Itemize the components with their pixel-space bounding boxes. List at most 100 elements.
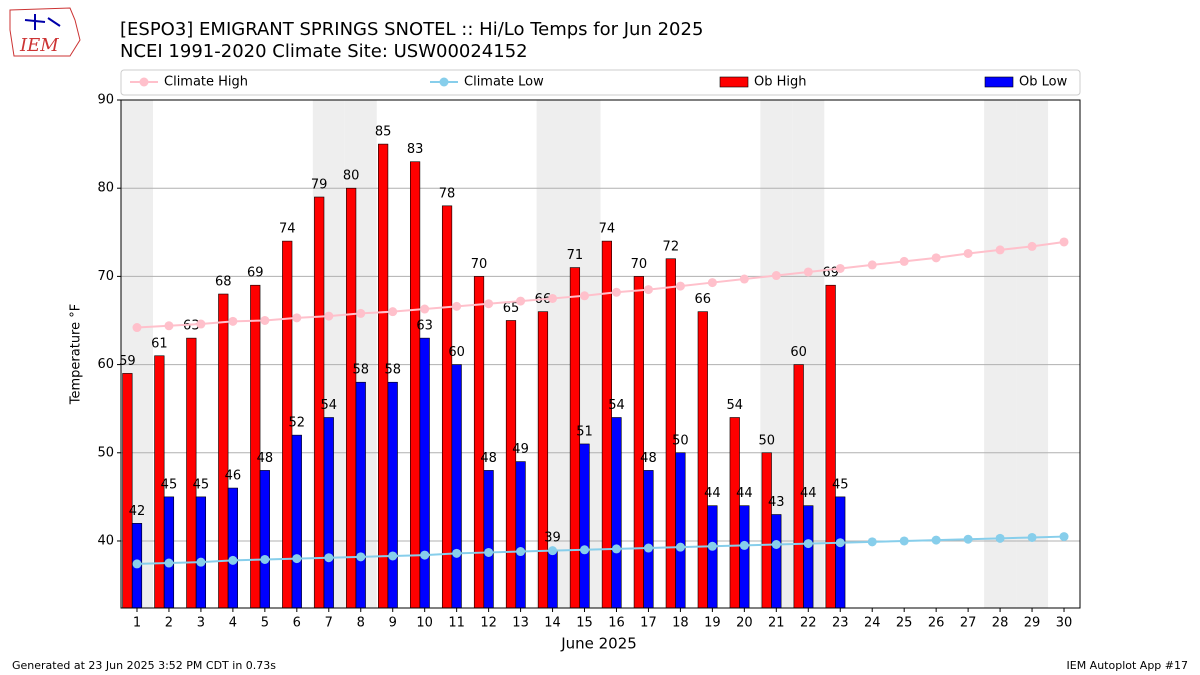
bar xyxy=(515,461,526,609)
bar xyxy=(227,487,238,609)
x-tick-label: 25 xyxy=(896,616,913,631)
x-tick-label: 17 xyxy=(640,616,657,631)
line-marker xyxy=(803,539,813,549)
bar xyxy=(291,434,302,609)
line-marker xyxy=(260,315,270,325)
footer-left: Generated at 23 Jun 2025 3:52 PM CDT in … xyxy=(12,659,276,672)
y-tick-label: 80 xyxy=(97,181,114,196)
value-label: 42 xyxy=(129,504,146,519)
y-tick-label: 90 xyxy=(97,93,114,108)
y-tick-label: 40 xyxy=(97,533,114,548)
line-marker xyxy=(707,541,717,551)
line-marker xyxy=(580,291,590,301)
bar xyxy=(579,443,590,609)
line-marker xyxy=(388,551,398,561)
value-label: 54 xyxy=(726,398,743,413)
line-marker xyxy=(260,554,270,564)
line-marker xyxy=(867,260,877,270)
line-marker xyxy=(643,543,653,553)
line-marker xyxy=(164,321,174,331)
legend-swatch xyxy=(139,77,149,87)
value-label: 61 xyxy=(151,336,168,351)
legend-label: Climate High xyxy=(164,75,248,90)
bar xyxy=(419,337,430,609)
line-marker xyxy=(995,533,1005,543)
line-marker xyxy=(228,555,238,565)
value-label: 60 xyxy=(448,345,465,360)
value-label: 74 xyxy=(279,222,296,237)
x-tick-label: 26 xyxy=(928,616,945,631)
bar xyxy=(643,470,654,609)
y-tick-label: 60 xyxy=(97,357,114,372)
x-tick-label: 7 xyxy=(325,616,333,631)
line-marker xyxy=(516,296,526,306)
line-marker xyxy=(452,301,462,311)
line-marker xyxy=(324,553,334,563)
value-label: 49 xyxy=(512,442,529,457)
value-label: 39 xyxy=(544,530,561,545)
x-tick-label: 13 xyxy=(512,616,529,631)
x-tick-label: 19 xyxy=(704,616,721,631)
x-tick-label: 4 xyxy=(229,616,237,631)
line-marker xyxy=(899,256,909,266)
value-label: 83 xyxy=(407,142,424,157)
x-tick-label: 2 xyxy=(165,616,173,631)
value-label: 70 xyxy=(471,257,488,272)
value-label: 54 xyxy=(321,398,338,413)
line-marker xyxy=(675,542,685,552)
line-marker xyxy=(1027,532,1037,542)
bar xyxy=(547,549,558,609)
line-marker xyxy=(1027,241,1037,251)
bar xyxy=(323,417,334,609)
line-marker xyxy=(771,540,781,549)
x-tick-label: 20 xyxy=(736,616,753,631)
value-label: 58 xyxy=(352,363,369,378)
legend-label: Ob Low xyxy=(1019,75,1068,90)
value-label: 48 xyxy=(480,451,497,466)
value-label: 72 xyxy=(663,239,680,254)
value-label: 58 xyxy=(384,363,401,378)
chart-subtitle: NCEI 1991-2020 Climate Site: USW00024152 xyxy=(120,41,528,62)
bar xyxy=(611,417,622,609)
legend-swatch xyxy=(719,76,749,88)
value-label: 44 xyxy=(704,486,721,501)
bar xyxy=(537,311,549,609)
value-label: 70 xyxy=(631,257,648,272)
line-marker xyxy=(611,287,621,297)
line-marker xyxy=(771,271,781,281)
x-tick-label: 16 xyxy=(608,616,625,631)
line-marker xyxy=(452,548,462,558)
x-tick-label: 28 xyxy=(992,616,1009,631)
value-label: 74 xyxy=(599,222,616,237)
line-marker xyxy=(132,323,142,333)
value-label: 63 xyxy=(183,319,200,334)
x-tick-label: 30 xyxy=(1056,616,1073,631)
x-tick-label: 27 xyxy=(960,616,977,631)
legend-label: Ob High xyxy=(754,75,807,90)
logo-text: IEM xyxy=(19,35,59,56)
line-marker xyxy=(835,263,845,273)
x-tick-label: 15 xyxy=(576,616,593,631)
line-marker xyxy=(867,537,877,547)
bar xyxy=(729,417,740,609)
x-tick-label: 29 xyxy=(1024,616,1041,631)
line-marker xyxy=(995,245,1005,255)
weekend-shade xyxy=(1016,100,1049,608)
bar xyxy=(601,240,612,609)
bar xyxy=(739,505,750,609)
value-label: 85 xyxy=(375,125,392,140)
plot-frame xyxy=(120,99,1081,609)
line-marker xyxy=(484,299,494,309)
line-marker xyxy=(420,304,430,314)
line-marker xyxy=(420,550,430,560)
value-label: 51 xyxy=(576,424,593,439)
x-tick-label: 3 xyxy=(197,616,205,631)
legend-box xyxy=(120,69,1081,96)
value-label: 78 xyxy=(439,186,456,201)
bar xyxy=(473,276,485,609)
value-label: 60 xyxy=(790,345,807,360)
x-tick-label: 12 xyxy=(480,616,497,631)
x-tick-label: 23 xyxy=(832,616,849,631)
line-marker xyxy=(1059,532,1069,542)
line-marker xyxy=(164,558,174,568)
